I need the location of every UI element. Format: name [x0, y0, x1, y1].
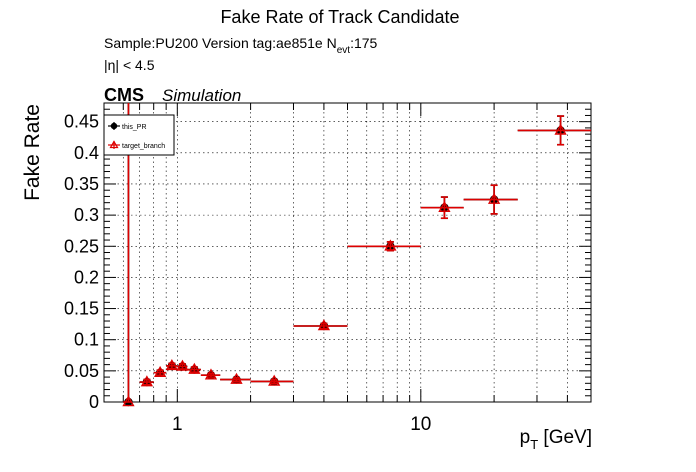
- legend-box: [103, 114, 175, 156]
- subtitle-nevt-val: :175: [350, 35, 377, 51]
- subtitle-nevt-sub: evt: [337, 45, 351, 56]
- y-axis-label: Fake Rate: [21, 104, 44, 201]
- x-axis-label: pT [GeV]: [520, 427, 592, 452]
- data-point: [554, 123, 567, 135]
- x-axis-label-unit: [GeV]: [538, 427, 592, 448]
- grid: [103, 103, 592, 402]
- series-this_PR: [123, 103, 591, 407]
- subtitle-sample: Sample:PU200 Version tag:ae851e Nevt:175: [104, 35, 378, 56]
- x-tick-label: 10: [410, 414, 431, 435]
- data-points: [122, 103, 591, 407]
- chart-title: Fake Rate of Track Candidate: [220, 7, 459, 27]
- y-tick-label: 0.05: [64, 361, 99, 381]
- y-tick-label: 0.15: [64, 299, 99, 319]
- cms-label: CMS: [104, 85, 144, 105]
- y-tick-label: 0.1: [74, 330, 99, 350]
- legend-label-target-branch: target_branch: [122, 143, 165, 150]
- x-tick-label: 1: [172, 414, 183, 435]
- legend-marker-this-pr: [110, 122, 118, 130]
- legend-entry-target-branch: target_branch: [108, 140, 165, 150]
- data-point: [438, 200, 451, 212]
- data-point: [153, 365, 167, 378]
- y-tick-label: 0.2: [74, 267, 99, 287]
- data-point: [384, 239, 397, 251]
- y-tick-label: 0: [89, 392, 99, 412]
- data-point: [204, 368, 218, 380]
- data-point: [487, 192, 501, 204]
- data-point: [176, 359, 189, 371]
- data-point: [230, 372, 243, 384]
- legend-entry-this-pr: this_PR: [108, 122, 147, 131]
- subtitle-sample-text: Sample:PU200 Version tag:ae851e N: [104, 35, 337, 51]
- y-tick-label: 0.25: [64, 236, 99, 256]
- x-axis-label-main: p: [520, 427, 531, 448]
- legend: this_PR target_branch: [103, 114, 175, 156]
- data-point: [188, 362, 201, 374]
- series-target_branch: [122, 103, 591, 407]
- data-point: [165, 359, 179, 371]
- legend-label-this-pr: this_PR: [122, 124, 147, 131]
- x-axis-label-sub: T: [530, 437, 538, 452]
- data-point: [122, 395, 135, 407]
- y-tick-label: 0.3: [74, 205, 99, 225]
- data-point: [317, 319, 331, 331]
- legend-marker-target-branch: [109, 140, 119, 149]
- y-tick-label: 0.45: [64, 112, 99, 132]
- y-tick-label: 0.35: [64, 174, 99, 194]
- simulation-label: Simulation: [162, 86, 241, 105]
- eta-cut-label: |η| < 4.5: [104, 57, 155, 73]
- data-point: [140, 375, 154, 387]
- axes: 1 10 0 0.05 0.1 0.15 0.2 0.25 0.3 0.35 0.4 0.45: [64, 102, 592, 435]
- data-point: [268, 374, 281, 386]
- y-tick-label: 0.4: [74, 143, 99, 163]
